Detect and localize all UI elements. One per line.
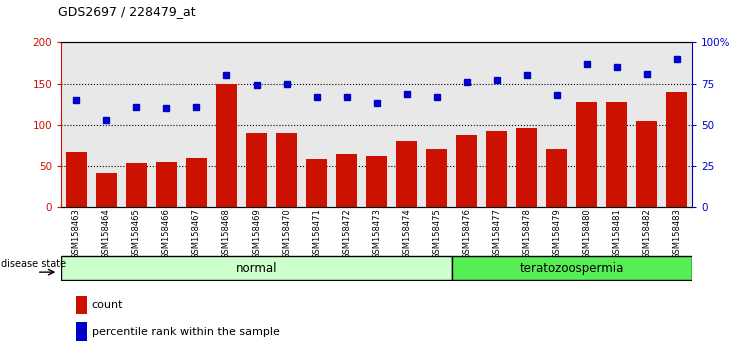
Bar: [452, 256, 692, 280]
Text: count: count: [92, 300, 123, 310]
Bar: [607, 102, 628, 207]
Bar: [666, 92, 687, 207]
Bar: [246, 133, 267, 207]
Bar: [76, 296, 88, 314]
Bar: [216, 84, 237, 207]
Bar: [96, 172, 117, 207]
Bar: [76, 322, 88, 341]
Bar: [546, 149, 567, 207]
Text: percentile rank within the sample: percentile rank within the sample: [92, 327, 280, 337]
Bar: [336, 154, 357, 207]
Text: teratozoospermia: teratozoospermia: [520, 262, 624, 275]
Bar: [186, 158, 207, 207]
Text: disease state: disease state: [1, 259, 67, 269]
Bar: [276, 133, 297, 207]
Bar: [66, 152, 87, 207]
Bar: [426, 149, 447, 207]
Bar: [486, 131, 507, 207]
Bar: [61, 256, 452, 280]
Bar: [456, 135, 477, 207]
Bar: [366, 156, 387, 207]
Bar: [126, 164, 147, 207]
Bar: [637, 121, 657, 207]
Bar: [156, 162, 177, 207]
Bar: [396, 141, 417, 207]
Bar: [516, 128, 537, 207]
Text: GDS2697 / 228479_at: GDS2697 / 228479_at: [58, 5, 195, 18]
Bar: [576, 102, 598, 207]
Bar: [306, 159, 327, 207]
Text: normal: normal: [236, 262, 278, 275]
